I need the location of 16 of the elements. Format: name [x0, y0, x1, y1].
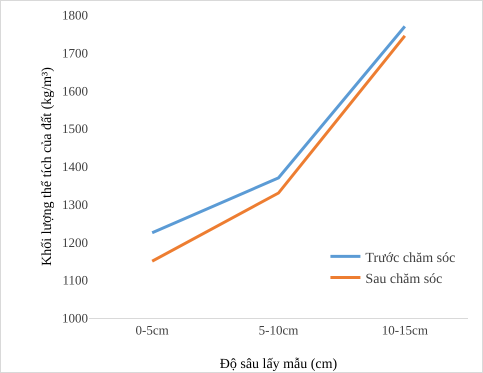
y-tick-label: 1700: [62, 45, 88, 60]
legend-label: Trước chăm sóc: [365, 250, 456, 266]
x-tick-label: 0-5cm: [136, 322, 169, 338]
y-tick-label: 1300: [62, 196, 88, 212]
y-tick-label: 1000: [62, 310, 88, 326]
y-tick-label: 1500: [62, 121, 88, 136]
y-tick-label: 1400: [62, 159, 88, 174]
x-tick-label: 10-15cm: [382, 322, 428, 338]
x-tick-label: 5-10cm: [258, 322, 298, 338]
y-tick-label: 1800: [62, 8, 88, 23]
y-tick-label: 1100: [62, 272, 88, 288]
x-axis-title: Độ sâu lấy mẫu (cm): [220, 357, 338, 372]
y-tick-label: 1600: [62, 83, 88, 98]
y-axis-title: Khối lượng thể tích của đất (kg/m³): [40, 66, 55, 266]
y-tick-label: 1200: [62, 234, 88, 250]
legend-label: Sau chăm sóc: [365, 272, 442, 288]
